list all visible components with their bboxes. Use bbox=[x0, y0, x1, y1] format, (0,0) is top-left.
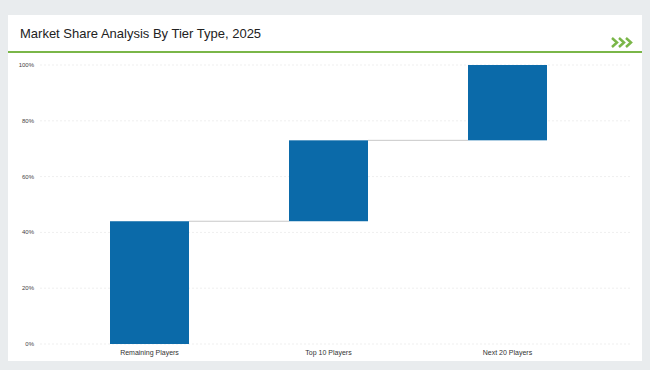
bar bbox=[110, 221, 189, 344]
plot-marks bbox=[110, 65, 547, 344]
bar bbox=[468, 65, 547, 140]
x-tick-label: Top 10 Players bbox=[305, 349, 352, 357]
y-tick-label: 40% bbox=[22, 229, 35, 235]
bar bbox=[289, 140, 368, 221]
connector-line bbox=[368, 140, 468, 141]
y-tick-label: 0% bbox=[25, 341, 34, 347]
header-rule bbox=[8, 51, 642, 53]
y-tick-label: 80% bbox=[22, 118, 35, 124]
connector-line bbox=[189, 221, 289, 222]
card bbox=[8, 15, 642, 361]
title: Market Share Analysis By Tier Type, 2025 bbox=[20, 26, 261, 41]
x-tick-label: Next 20 Players bbox=[483, 349, 533, 357]
y-tick-label: 60% bbox=[22, 174, 35, 180]
y-tick-label: 20% bbox=[22, 285, 35, 291]
chart-root: Market Share Analysis By Tier Type, 2025… bbox=[0, 0, 650, 370]
chevron-icon bbox=[612, 38, 617, 47]
chevron-icon bbox=[619, 38, 624, 47]
y-tick-label: 100% bbox=[19, 62, 35, 68]
chevron-icon bbox=[626, 38, 631, 47]
x-tick-label: Remaining Players bbox=[120, 349, 179, 357]
